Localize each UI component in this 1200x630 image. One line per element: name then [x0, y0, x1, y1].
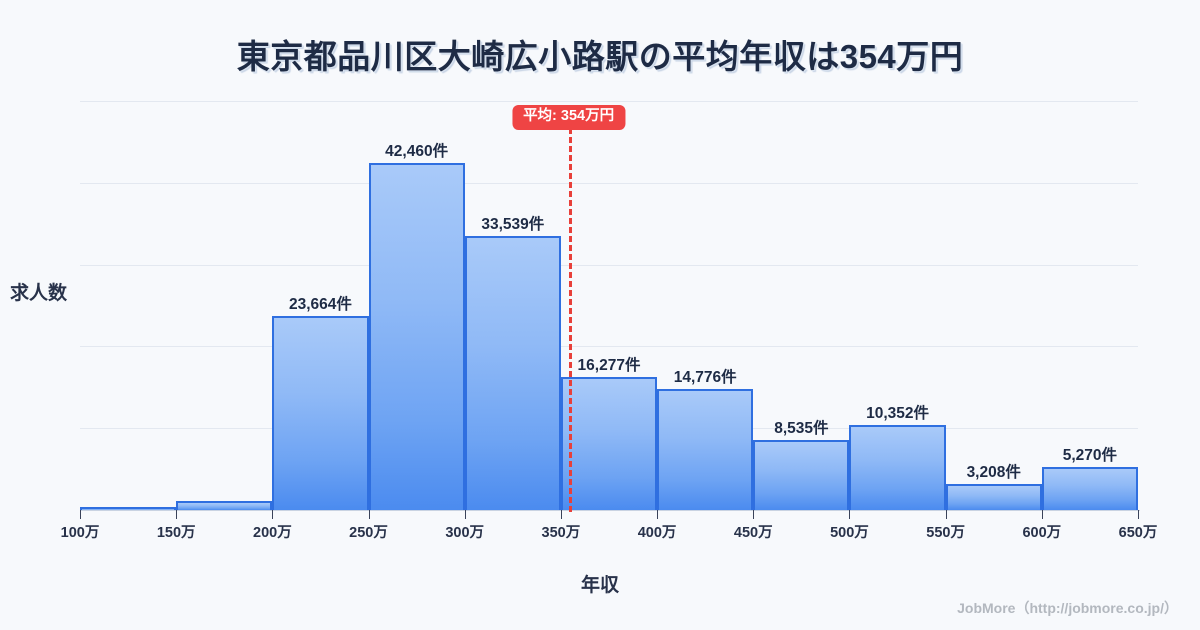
bar-value-label: 14,776件	[673, 369, 737, 387]
bar[interactable]	[176, 501, 273, 510]
bar-value-label: 23,664件	[288, 296, 352, 314]
bar-value-label: 10,352件	[866, 405, 929, 423]
bar[interactable]	[560, 376, 658, 510]
bar-value-label: 16,277件	[577, 356, 641, 374]
x-axis-tick-label: 200万	[253, 525, 292, 541]
x-axis-tick-mark	[849, 510, 851, 519]
gridline	[80, 264, 1138, 266]
x-axis-tick-label: 650万	[1118, 525, 1158, 541]
plot-area	[80, 101, 1138, 510]
bar[interactable]	[464, 235, 561, 510]
bar[interactable]	[80, 507, 177, 510]
y-axis-title: 求人数	[10, 283, 68, 304]
x-axis-tick-mark	[753, 510, 755, 519]
x-axis-tick-label: 600万	[1022, 525, 1062, 541]
gridline	[80, 346, 1138, 348]
x-axis-tick-mark	[657, 510, 659, 519]
bar[interactable]	[272, 316, 369, 510]
average-line	[568, 128, 572, 512]
average-badge: 平均: 354万円	[512, 105, 626, 130]
bar[interactable]	[1041, 466, 1138, 510]
x-axis-tick-mark	[272, 510, 274, 519]
x-axis-tick-mark	[176, 510, 178, 519]
x-axis-tick-label: 150万	[156, 525, 196, 541]
x-axis-tick-mark	[1041, 510, 1043, 519]
x-axis-title: 年収	[580, 575, 619, 596]
bar-value-label: 42,460件	[385, 142, 449, 160]
page-title: 東京都品川区大崎広小路駅の平均年収は354万円	[236, 38, 964, 75]
x-axis-tick-label: 250万	[349, 525, 388, 541]
x-axis-baseline	[80, 510, 1140, 511]
bar[interactable]	[849, 425, 946, 510]
bar-value-label: 33,539件	[481, 215, 545, 233]
x-axis-tick-label: 400万	[637, 525, 677, 541]
bar-value-label: 5,270件	[1062, 446, 1118, 464]
x-axis-tick-mark	[368, 510, 370, 519]
x-axis-tick-mark	[464, 510, 466, 519]
gridline	[80, 101, 1138, 102]
bar-value-label: 8,535件	[774, 420, 829, 438]
bar[interactable]	[368, 162, 465, 510]
x-axis-tick-mark	[1138, 510, 1139, 519]
x-axis-tick-label: 300万	[445, 525, 485, 541]
bar-value-label: 3,208件	[966, 463, 1021, 481]
bar[interactable]	[945, 483, 1042, 510]
x-axis-tick-label: 100万	[60, 525, 100, 541]
bar[interactable]	[753, 440, 850, 510]
footer-watermark: JobMore（http://jobmore.co.jp/）	[957, 600, 1178, 616]
x-axis-tick-label: 350万	[541, 525, 581, 541]
x-axis-tick-label: 550万	[926, 525, 965, 541]
bar[interactable]	[657, 389, 754, 510]
gridline	[80, 182, 1138, 184]
x-axis-tick-mark	[80, 510, 81, 519]
x-axis-tick-mark	[945, 510, 947, 519]
x-axis-tick-label: 500万	[830, 525, 869, 541]
x-axis-tick-label: 450万	[733, 525, 773, 541]
x-axis-tick-mark	[560, 510, 562, 519]
